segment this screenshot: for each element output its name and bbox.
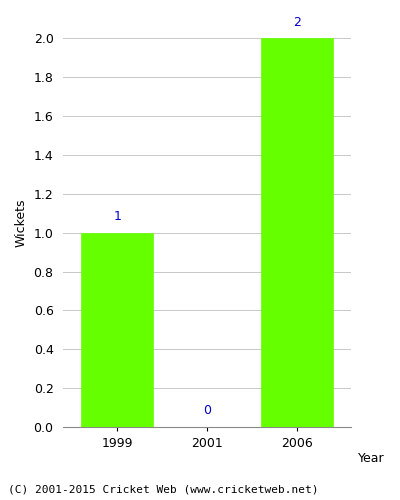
Bar [81,232,153,427]
Text: 2: 2 [294,16,301,28]
Text: 0: 0 [203,404,211,417]
Y-axis label: Wickets: Wickets [15,198,28,247]
Text: (C) 2001-2015 Cricket Web (www.cricketweb.net): (C) 2001-2015 Cricket Web (www.cricketwe… [8,485,318,495]
Text: Year: Year [358,452,385,465]
Text: 1: 1 [113,210,121,223]
Bar [261,38,334,427]
